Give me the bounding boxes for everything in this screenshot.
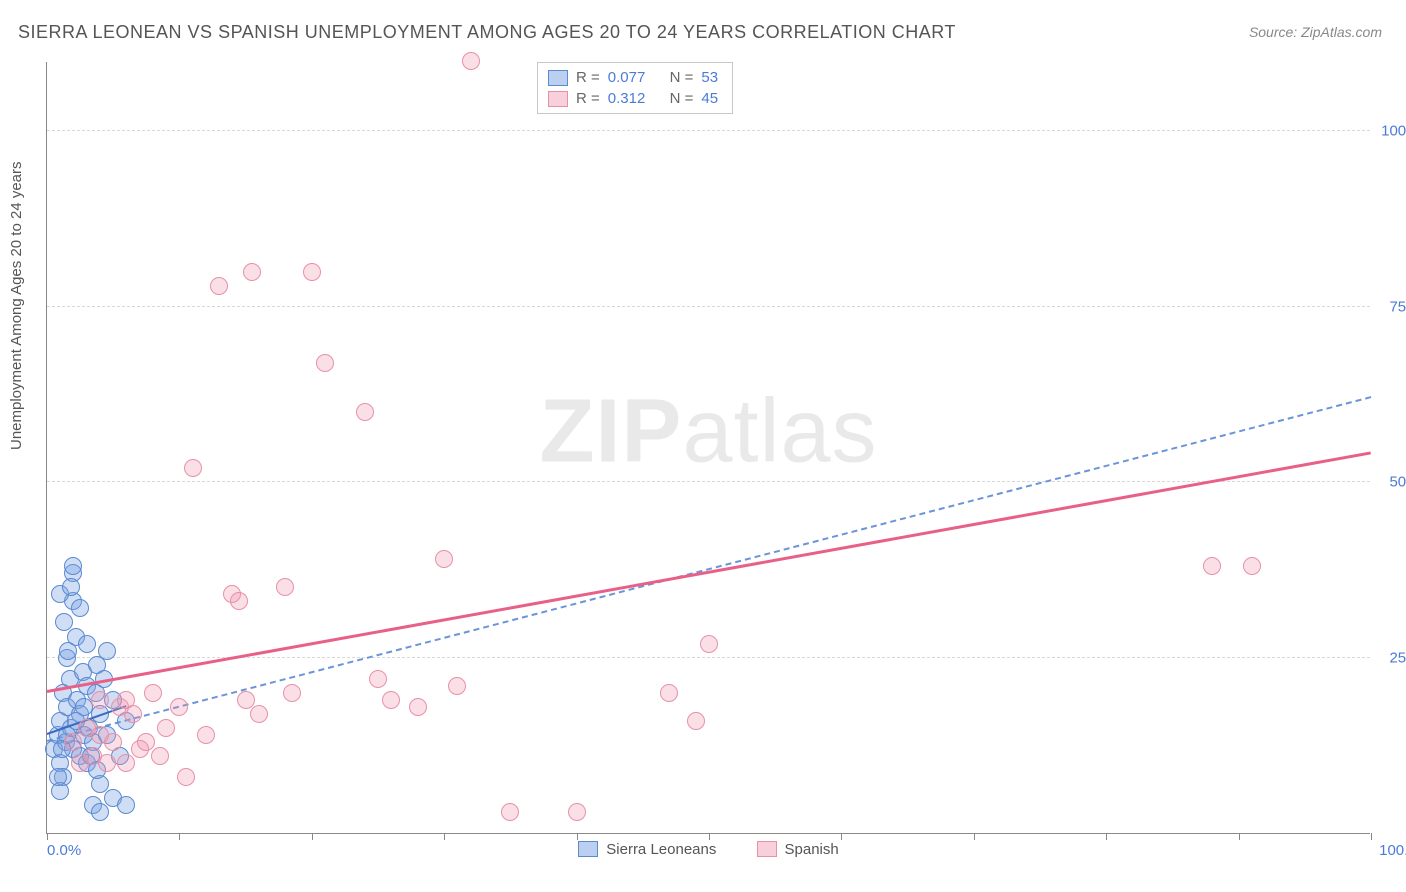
watermark-light: atlas xyxy=(682,382,877,482)
stats-row-a: R = 0.077 N = 53 xyxy=(548,67,718,88)
n-value-a: 53 xyxy=(701,69,718,86)
data-point xyxy=(144,684,162,702)
data-point xyxy=(250,705,268,723)
legend-swatch-a-icon xyxy=(578,841,598,857)
watermark: ZIPatlas xyxy=(539,381,877,484)
x-tick xyxy=(841,833,842,840)
legend-label-a: Sierra Leoneans xyxy=(606,841,716,858)
data-point xyxy=(62,578,80,596)
data-point xyxy=(91,691,109,709)
x-tick-label: 100.0% xyxy=(1379,842,1406,859)
data-point xyxy=(687,712,705,730)
data-point xyxy=(98,754,116,772)
swatch-series-b-icon xyxy=(548,91,568,107)
legend-swatch-b-icon xyxy=(757,841,777,857)
scatter-plot-area: ZIPatlas R = 0.077 N = 53 R = 0.312 N = … xyxy=(46,62,1370,834)
y-tick-label: 25.0% xyxy=(1389,649,1406,666)
x-tick xyxy=(577,833,578,840)
source-attribution: Source: ZipAtlas.com xyxy=(1249,24,1382,40)
data-point xyxy=(177,768,195,786)
data-point xyxy=(98,642,116,660)
data-point xyxy=(197,726,215,744)
data-point xyxy=(283,684,301,702)
n-label-a: N = xyxy=(670,69,694,86)
data-point xyxy=(170,698,188,716)
y-tick-label: 100.0% xyxy=(1381,123,1406,140)
data-point xyxy=(124,705,142,723)
data-point xyxy=(700,635,718,653)
swatch-series-a-icon xyxy=(548,70,568,86)
gridline xyxy=(47,306,1370,307)
x-tick xyxy=(444,833,445,840)
data-point xyxy=(59,642,77,660)
data-point xyxy=(230,592,248,610)
stats-legend-box: R = 0.077 N = 53 R = 0.312 N = 45 xyxy=(537,62,733,114)
y-axis-label: Unemployment Among Ages 20 to 24 years xyxy=(8,161,25,450)
data-point xyxy=(276,578,294,596)
data-point xyxy=(157,719,175,737)
chart-title: SIERRA LEONEAN VS SPANISH UNEMPLOYMENT A… xyxy=(18,22,956,43)
data-point xyxy=(435,550,453,568)
watermark-bold: ZIP xyxy=(539,382,682,482)
x-tick xyxy=(1106,833,1107,840)
x-tick-label: 0.0% xyxy=(47,842,81,859)
data-point xyxy=(184,459,202,477)
data-point xyxy=(382,691,400,709)
data-point xyxy=(64,733,82,751)
stats-row-b: R = 0.312 N = 45 xyxy=(548,88,718,109)
x-tick xyxy=(47,833,48,840)
legend-item-b: Spanish xyxy=(757,841,839,858)
gridline xyxy=(47,130,1370,131)
data-point xyxy=(104,733,122,751)
data-point xyxy=(409,698,427,716)
data-point xyxy=(117,754,135,772)
x-tick xyxy=(312,833,313,840)
data-point xyxy=(1203,557,1221,575)
data-point xyxy=(243,263,261,281)
data-point xyxy=(71,599,89,617)
data-point xyxy=(78,635,96,653)
r-value-b: 0.312 xyxy=(608,90,646,107)
data-point xyxy=(55,613,73,631)
data-point xyxy=(49,768,67,786)
data-point xyxy=(501,803,519,821)
data-point xyxy=(316,354,334,372)
y-tick-label: 75.0% xyxy=(1389,298,1406,315)
n-value-b: 45 xyxy=(701,90,718,107)
data-point xyxy=(64,557,82,575)
data-point xyxy=(91,803,109,821)
n-label-b: N = xyxy=(670,90,694,107)
data-point xyxy=(356,403,374,421)
r-label-b: R = xyxy=(576,90,600,107)
x-tick xyxy=(709,833,710,840)
x-tick xyxy=(179,833,180,840)
r-value-a: 0.077 xyxy=(608,69,646,86)
x-tick xyxy=(974,833,975,840)
data-point xyxy=(151,747,169,765)
data-point xyxy=(660,684,678,702)
data-point xyxy=(303,263,321,281)
data-point xyxy=(369,670,387,688)
x-tick xyxy=(1239,833,1240,840)
legend-label-b: Spanish xyxy=(785,841,839,858)
data-point xyxy=(1243,557,1261,575)
r-label-a: R = xyxy=(576,69,600,86)
data-point xyxy=(210,277,228,295)
y-tick-label: 50.0% xyxy=(1389,474,1406,491)
data-point xyxy=(568,803,586,821)
legend-item-a: Sierra Leoneans xyxy=(578,841,716,858)
gridline xyxy=(47,481,1370,482)
data-point xyxy=(448,677,466,695)
series-legend: Sierra Leoneans Spanish xyxy=(47,841,1370,862)
data-point xyxy=(462,52,480,70)
data-point xyxy=(117,796,135,814)
x-tick xyxy=(1371,833,1372,840)
